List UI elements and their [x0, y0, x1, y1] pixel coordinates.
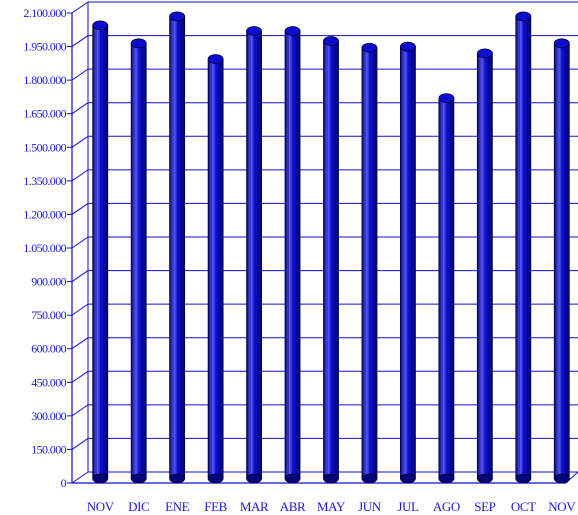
bar-top	[438, 93, 455, 104]
bar-base	[246, 473, 262, 484]
bar	[553, 38, 570, 484]
y-tick-label: 300.000	[31, 409, 66, 423]
bar	[361, 42, 378, 484]
gridline-side	[71, 404, 89, 417]
x-category-label: OCT	[511, 499, 536, 514]
bar-top	[515, 11, 532, 22]
bar-top	[169, 11, 186, 22]
bar-base	[207, 473, 224, 484]
bar-top	[361, 42, 378, 53]
gridline-side	[71, 370, 89, 383]
bar	[323, 36, 339, 484]
gridline-side	[71, 35, 89, 47]
x-category-label: AGO	[433, 499, 460, 514]
x-category-label: ENE	[165, 499, 190, 514]
y-tick-label: 1.500.000	[23, 140, 66, 154]
bar	[476, 48, 493, 484]
gridline-side	[71, 1, 89, 14]
bar-base	[284, 473, 301, 484]
bar-base	[515, 473, 532, 484]
gridline-side	[71, 102, 89, 115]
y-tick-label: 750.000	[31, 308, 66, 322]
gridline-side	[71, 337, 89, 350]
bar-top	[284, 26, 301, 36]
y-tick-label: 1.800.000	[23, 73, 66, 87]
bar-base	[169, 473, 186, 484]
bar	[92, 20, 109, 484]
bar-top	[92, 20, 109, 31]
bar-top	[130, 38, 147, 49]
bar-top	[553, 38, 570, 49]
x-category-label: NOV	[548, 499, 576, 514]
y-tick-label: 600.000	[31, 342, 66, 356]
bar	[400, 41, 416, 484]
bar	[284, 26, 301, 484]
x-category-label: FEB	[204, 499, 227, 514]
bar	[207, 54, 224, 484]
x-category-label: NOV	[87, 499, 115, 514]
bar-top	[476, 48, 493, 59]
y-axis-tick-labels: 0 150.000 300.000 450.000 600.000 750.000 900.…	[23, 6, 72, 490]
bar-base	[323, 473, 339, 484]
x-category-label: SEP	[474, 499, 495, 514]
gridline-side	[71, 471, 89, 484]
gridline-side	[71, 236, 89, 249]
bars	[92, 11, 570, 484]
y-tick-label: 2.100.000	[23, 6, 66, 20]
bar	[515, 11, 532, 484]
bar	[130, 38, 147, 484]
x-category-label: DIC	[128, 499, 149, 514]
bar	[246, 26, 262, 484]
bar-top	[246, 26, 262, 36]
bar-base	[361, 473, 378, 484]
x-axis-category-labels: NOV DIC ENE FEB MAR ABR MAY JUN JUL AGO SEP OCT NOV	[87, 499, 577, 514]
bar-base	[438, 473, 455, 484]
bar-top	[323, 36, 339, 46]
x-category-label: MAR	[240, 499, 269, 514]
y-tick-label: 1.200.000	[23, 207, 66, 221]
bar	[169, 11, 186, 484]
gridline-side	[71, 203, 89, 215]
y-tick-label: 450.000	[31, 375, 66, 389]
bar-top	[400, 41, 416, 52]
x-category-label: JUN	[358, 499, 382, 514]
bar-base	[92, 473, 109, 484]
x-category-label: ABR	[280, 499, 306, 514]
y-tick-label: 1.950.000	[23, 40, 66, 54]
x-category-label: MAY	[317, 499, 346, 514]
y-tick-label: 1.350.000	[23, 174, 66, 188]
gridline-side	[71, 135, 89, 148]
y-tick-label: 900.000	[31, 275, 66, 289]
bar-base	[400, 473, 416, 484]
gridline-side	[71, 169, 89, 182]
y-tick-label: 1.050.000	[23, 241, 66, 255]
gridline-side	[71, 270, 89, 282]
bar-base	[553, 473, 570, 484]
gridline-side	[71, 438, 89, 450]
x-category-label: JUL	[397, 499, 419, 514]
y-tick-label: 1.650.000	[23, 107, 66, 121]
bar-base	[476, 473, 493, 484]
bar-top	[207, 54, 224, 64]
gridline-side	[71, 68, 89, 81]
bar-base	[130, 473, 147, 484]
y-tick-label: 150.000	[31, 442, 66, 456]
bar	[438, 93, 455, 484]
gridline-side	[71, 303, 89, 316]
y-tick-label: 0	[61, 476, 67, 490]
